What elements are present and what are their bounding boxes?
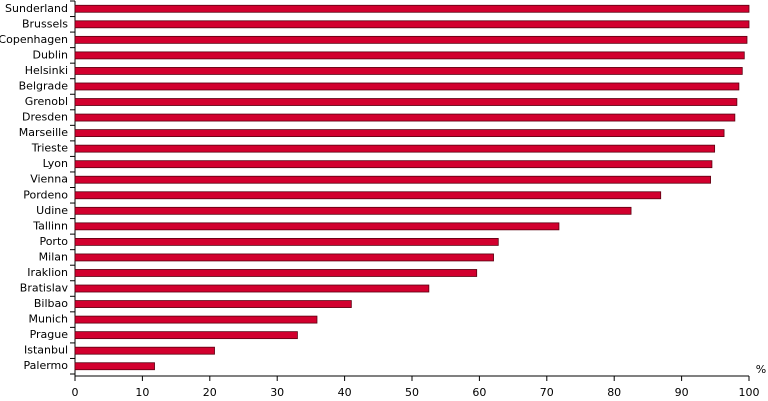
x-tick-label: 100: [739, 386, 760, 399]
y-tick-label: Brussels: [22, 17, 68, 30]
bar: [74, 4, 750, 13]
y-tick-label: Grenobl: [25, 95, 68, 108]
y-tick-label: Vienna: [30, 173, 68, 186]
bar: [74, 160, 713, 169]
y-tick-label: Dresden: [22, 111, 68, 124]
bar: [74, 269, 478, 277]
y-tick-label: Bratislav: [20, 282, 69, 295]
bar: [74, 346, 215, 355]
bar: [74, 175, 711, 184]
bar: [74, 362, 155, 371]
bar: [74, 206, 632, 215]
y-tick-label: Dublin: [32, 48, 68, 61]
bar: [74, 284, 430, 293]
bar: [74, 253, 494, 262]
y-tick-label: Munich: [28, 313, 68, 326]
bar: [74, 98, 738, 106]
x-tick-label: 0: [72, 386, 79, 399]
x-tick-label: 70: [540, 386, 554, 399]
y-tick-label: Copenhagen: [0, 33, 68, 46]
y-tick-label: Iraklion: [27, 266, 68, 279]
bar: [74, 237, 499, 246]
y-tick-label: Lyon: [43, 157, 68, 170]
y-tick-label: Bilbao: [34, 297, 68, 310]
bar: [74, 300, 352, 308]
x-tick-label: 30: [270, 386, 284, 399]
x-tick-label: 10: [135, 386, 149, 399]
bar: [74, 82, 740, 91]
bar: [74, 315, 318, 324]
bar: [74, 144, 716, 153]
bar: [74, 35, 748, 44]
bar: [74, 191, 662, 200]
y-tick-label: Helsinki: [25, 64, 68, 77]
bar: [74, 51, 745, 60]
y-tick-label: Belgrade: [19, 79, 69, 92]
y-tick-label: Tallinn: [32, 219, 68, 232]
x-tick-label: 40: [338, 386, 352, 399]
x-axis-label: %: [756, 363, 766, 376]
y-tick-label: Udine: [36, 204, 68, 217]
y-tick-label: Trieste: [31, 142, 68, 155]
bar: [74, 331, 298, 340]
bar: [74, 222, 560, 231]
y-tick-label: Prague: [30, 328, 69, 341]
y-tick-label: Sunderland: [5, 2, 68, 15]
y-tick-label: Porto: [39, 235, 68, 248]
y-tick-label: Istanbul: [24, 344, 68, 357]
y-tick-label: Pordeno: [23, 188, 68, 201]
x-tick-label: 20: [203, 386, 217, 399]
bar: [74, 113, 736, 122]
bar: [74, 20, 750, 29]
bar: [74, 67, 743, 75]
x-tick-label: 50: [405, 386, 419, 399]
bar: [74, 129, 725, 138]
y-tick-label: Marseille: [19, 126, 68, 139]
x-tick-label: 90: [675, 386, 689, 399]
y-tick-label: Milan: [39, 250, 68, 263]
x-tick-label: 60: [472, 386, 486, 399]
y-tick-label: Palermo: [24, 359, 69, 372]
x-tick-label: 80: [607, 386, 621, 399]
